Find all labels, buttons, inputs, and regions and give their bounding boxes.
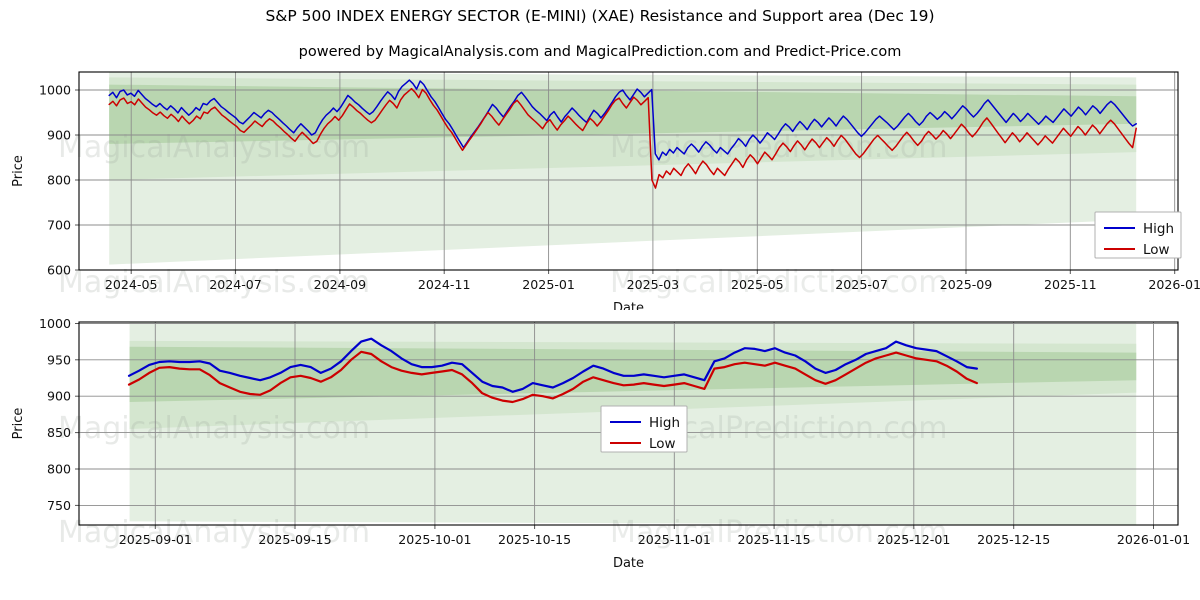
- y-axis-label: Price: [11, 155, 26, 187]
- y-tick-label: 850: [47, 425, 71, 440]
- y-axis-label: Price: [11, 408, 26, 440]
- y-tick-label: 600: [47, 263, 71, 278]
- y-tick-label: 900: [47, 128, 71, 143]
- series-high: [127, 337, 979, 393]
- legend[interactable]: High Low: [600, 405, 688, 453]
- x-tick-label: 2025-03: [627, 277, 680, 292]
- x-tick-label: 2025-09-01: [119, 532, 192, 547]
- y-tick-label: 800: [47, 173, 71, 188]
- y-tick-label: 1000: [39, 316, 71, 331]
- watermark: MagicalAnalysis.com: [58, 411, 370, 446]
- x-tick-label: 2024-11: [418, 277, 471, 292]
- legend-label-low: Low: [649, 436, 676, 452]
- watermark: MagicalPrediction.com: [610, 515, 948, 550]
- x-tick-label: 2026-01: [1148, 277, 1200, 292]
- watermark: MagicalAnalysis.com: [58, 265, 370, 300]
- x-tick-label: 2025-07: [835, 277, 888, 292]
- x-tick-label: 2025-12-15: [977, 532, 1050, 547]
- series-high: [108, 79, 1137, 161]
- legend[interactable]: High Low: [1094, 211, 1182, 259]
- x-tick-label: 2025-01: [522, 277, 575, 292]
- x-tick-label: 2025-11-01: [638, 532, 711, 547]
- x-tick-label: 2024-09: [314, 277, 367, 292]
- y-tick-label: 950: [47, 352, 71, 367]
- legend-label-high: High: [1143, 221, 1174, 237]
- x-tick-label: 2025-05: [731, 277, 784, 292]
- page-title: S&P 500 INDEX ENERGY SECTOR (E-MINI) (XA…: [265, 7, 935, 25]
- band-inner: [109, 84, 1137, 144]
- watermark: MagicalPrediction.com: [610, 265, 948, 300]
- overview-chart: MagicalAnalysis.com MagicalPrediction.com…: [11, 71, 1200, 310]
- x-axis-label: Date: [613, 556, 644, 571]
- x-tick-label: 2025-09-15: [258, 532, 331, 547]
- x-tick-label: 2025-11-15: [737, 532, 810, 547]
- plot-frame: [78, 71, 1179, 271]
- x-tick-label: 2025-12-01: [877, 532, 950, 547]
- x-tick-label: 2025-09: [940, 277, 993, 292]
- legend-label-high: High: [649, 415, 680, 431]
- x-tick-label: 2024-05: [105, 277, 158, 292]
- legend-label-low: Low: [1143, 242, 1170, 258]
- x-axis-label: Date: [613, 301, 644, 310]
- watermark: MagicalAnalysis.com: [58, 130, 370, 165]
- y-tick-label: 1000: [39, 83, 71, 98]
- watermark: MagicalAnalysis.com: [58, 515, 370, 550]
- page-subtitle: powered by MagicalAnalysis.com and Magic…: [298, 44, 902, 60]
- plot-frame: [78, 321, 1179, 526]
- y-tick-label: 800: [47, 462, 71, 477]
- x-tick-label: 2025-10-01: [398, 532, 471, 547]
- legend-box: [1094, 211, 1182, 259]
- legend-box: [600, 405, 688, 453]
- zoom-chart: MagicalAnalysis.com MagicalPrediction.com…: [11, 316, 1190, 571]
- x-tick-label: 2025-11: [1044, 277, 1097, 292]
- x-tick-label: 2024-07: [209, 277, 262, 292]
- x-tick-label: 2026-01-01: [1117, 532, 1190, 547]
- series-low: [108, 87, 1137, 189]
- y-tick-label: 900: [47, 389, 71, 404]
- x-tick-label: 2025-10-15: [498, 532, 571, 547]
- series-low: [127, 350, 979, 404]
- y-tick-label: 750: [47, 498, 71, 513]
- y-tick-label: 700: [47, 218, 71, 233]
